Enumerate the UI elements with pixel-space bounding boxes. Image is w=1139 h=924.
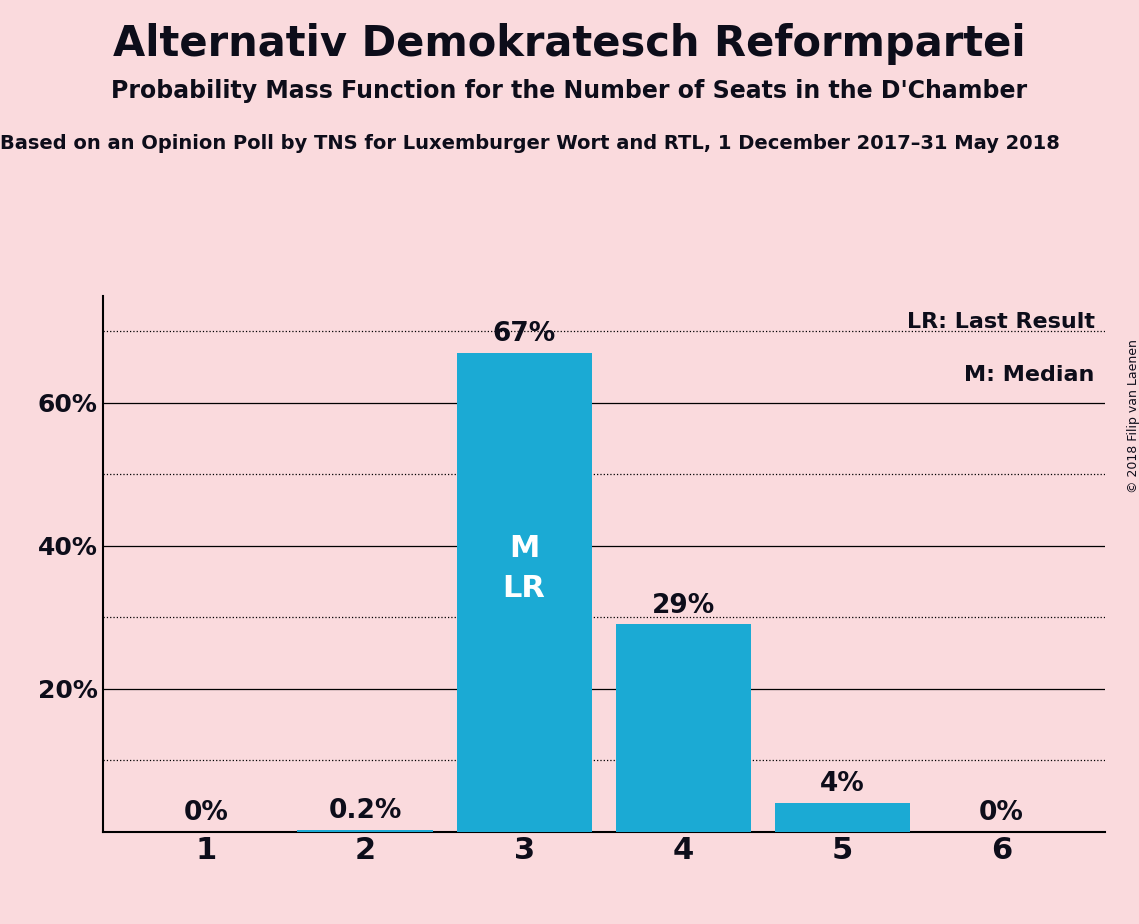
Text: 0.2%: 0.2% [328,798,402,824]
Text: LR: Last Result: LR: Last Result [907,311,1095,332]
Text: 67%: 67% [492,322,556,347]
Text: M
LR: M LR [502,533,546,603]
Bar [775,803,910,832]
Text: © 2018 Filip van Laenen: © 2018 Filip van Laenen [1126,339,1139,492]
Bar [615,625,751,832]
Text: 0%: 0% [980,800,1024,826]
Text: Based on an Opinion Poll by TNS for Luxemburger Wort and RTL, 1 December 2017–31: Based on an Opinion Poll by TNS for Luxe… [0,134,1060,153]
Text: Probability Mass Function for the Number of Seats in the D'Chamber: Probability Mass Function for the Number… [112,79,1027,103]
Bar [457,353,592,832]
Text: 29%: 29% [652,592,715,619]
Text: M: Median: M: Median [965,365,1095,385]
Text: 0%: 0% [183,800,228,826]
Text: 4%: 4% [820,772,865,797]
Bar [297,830,433,832]
Text: Alternativ Demokratesch Reformpartei: Alternativ Demokratesch Reformpartei [113,23,1026,65]
